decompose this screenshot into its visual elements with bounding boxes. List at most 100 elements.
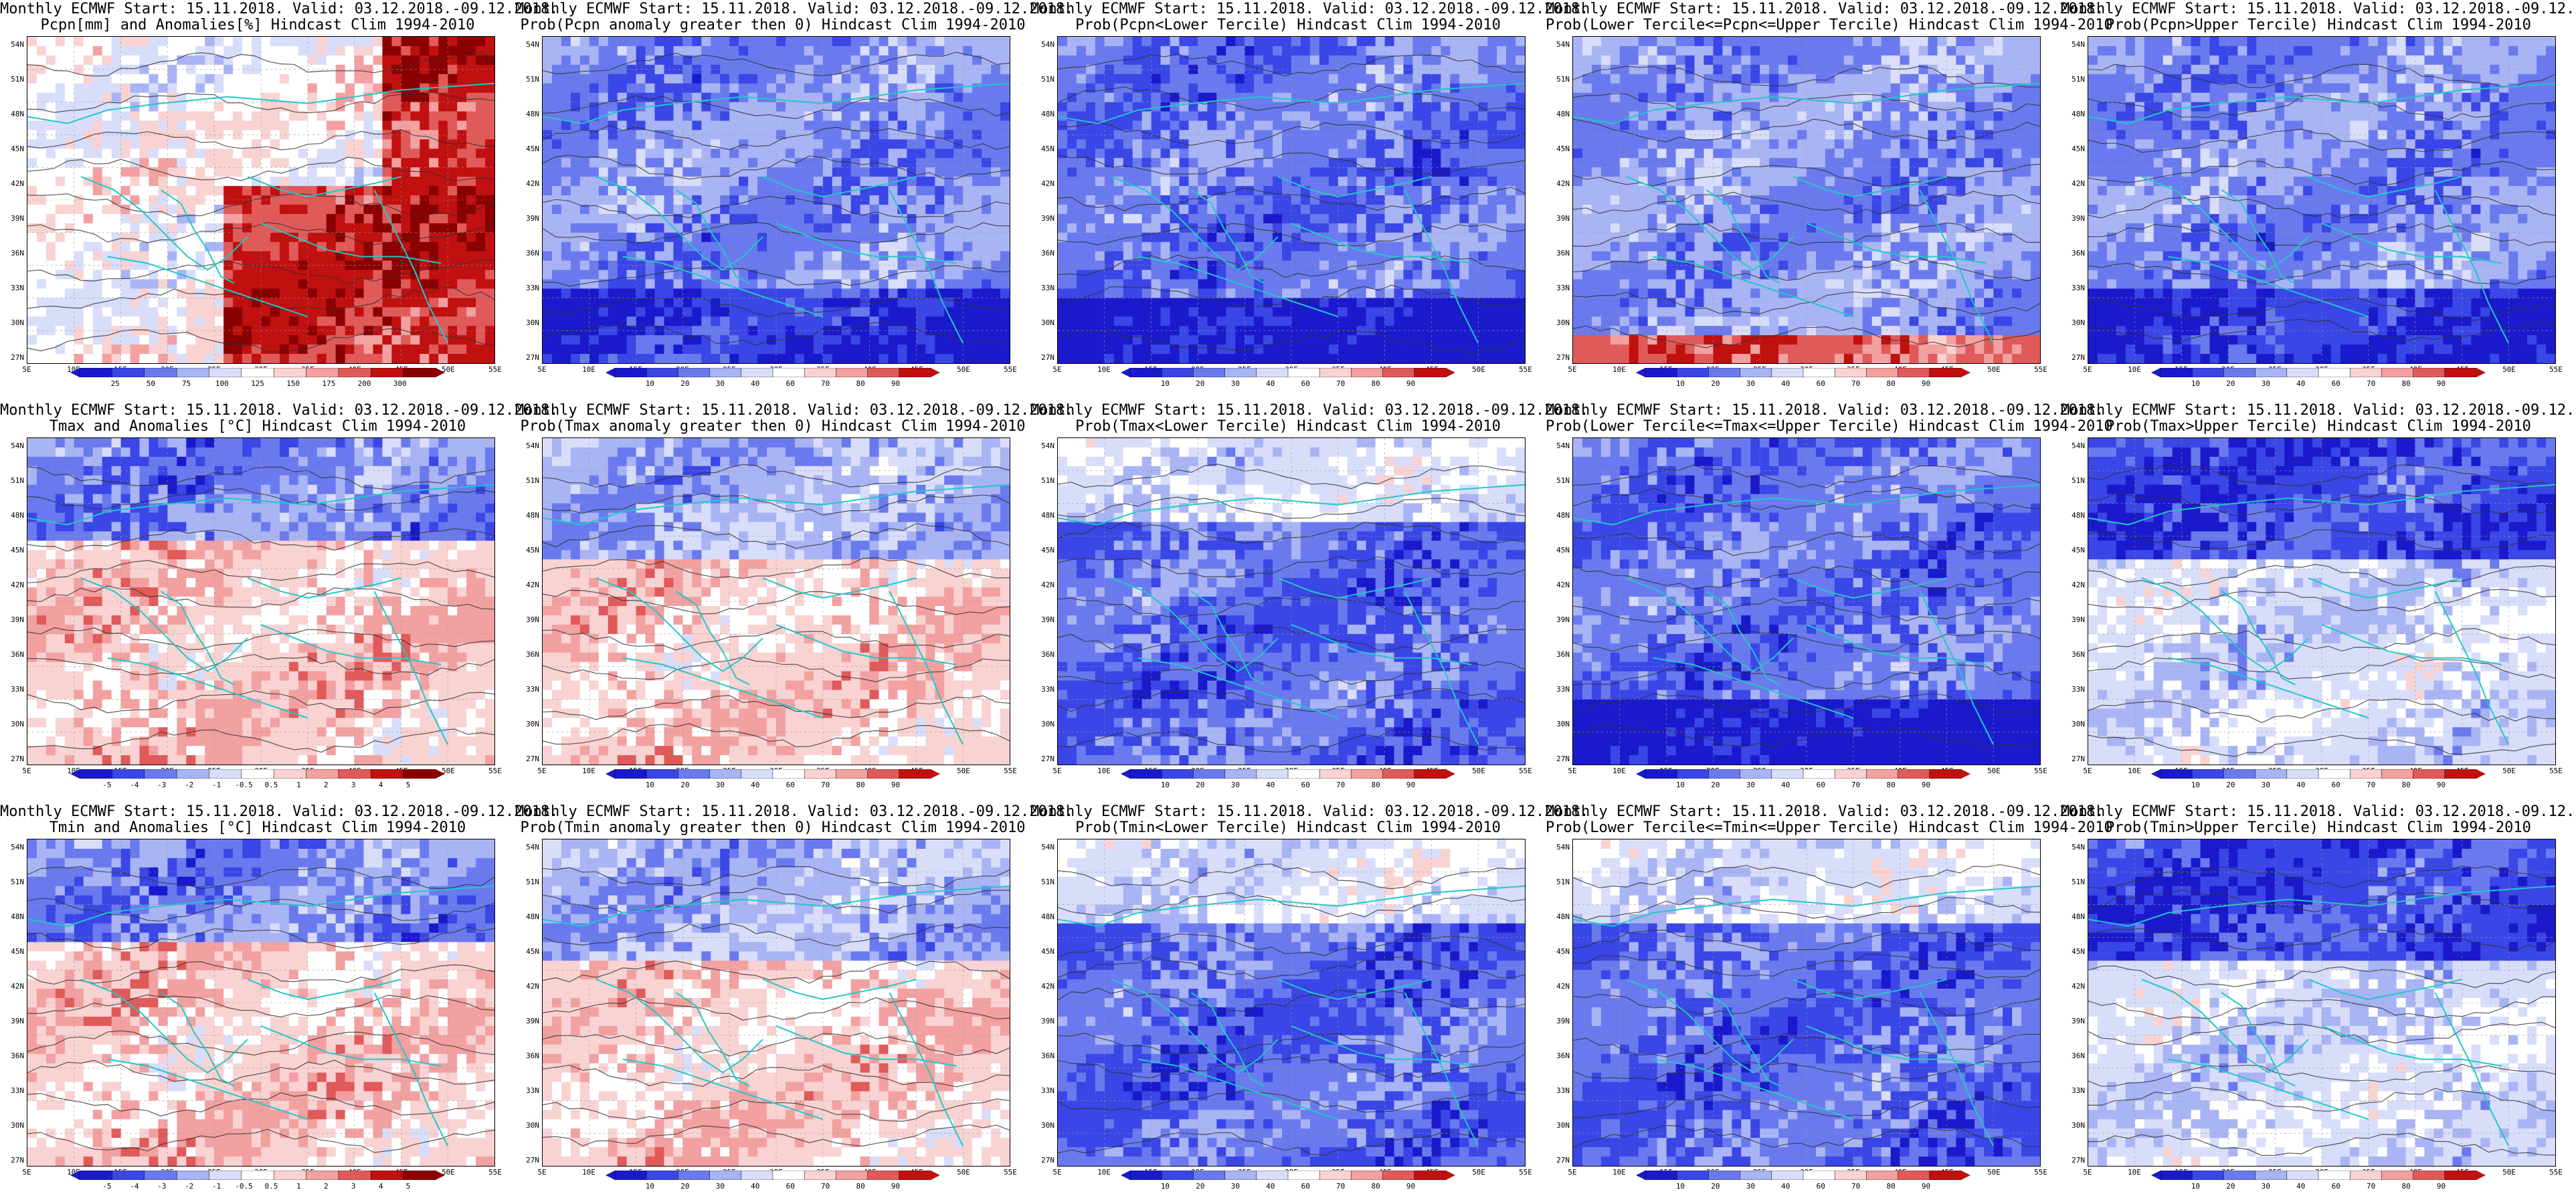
lat-tick-label: 54N xyxy=(2065,441,2085,450)
lon-tick-label: 10E xyxy=(1091,365,1117,374)
panel-title-line2: Prob(Tmax<Lower Tercile) Hindcast Clim 1… xyxy=(1030,419,1546,435)
map-field xyxy=(1058,37,1525,363)
colorbar-tick-label: 10 xyxy=(1152,1182,1178,1191)
colorbar-tick-label: 25 xyxy=(102,379,128,388)
lon-tick-label: 55E xyxy=(997,365,1024,374)
map-panel-pcpn-anom: Monthly ECMWF Start: 15.11.2018. Valid: … xyxy=(0,0,558,401)
colorbar-tick-label: 80 xyxy=(2393,781,2419,789)
colorbar-tick-label: 90 xyxy=(883,781,909,789)
lon-tick-label: 5E xyxy=(2074,365,2101,374)
lat-tick-label: 42N xyxy=(1550,581,1570,589)
lat-tick-label: 54N xyxy=(1550,40,1570,49)
lat-tick-label: 27N xyxy=(1550,1156,1570,1165)
colorbar-tick-label: 60 xyxy=(2322,781,2349,789)
map-field xyxy=(2088,438,2555,765)
map-image xyxy=(542,437,1010,765)
colorbar-tick-label: 200 xyxy=(351,379,378,388)
panel-title-line1: Monthly ECMWF Start: 15.11.2018. Valid: … xyxy=(515,804,1073,820)
lat-tick-label: 30N xyxy=(1550,1121,1570,1130)
map-panel-tmax-prob-lower: Monthly ECMWF Start: 15.11.2018. Valid: … xyxy=(1030,401,1588,803)
lat-tick-label: 30N xyxy=(4,318,24,327)
colorbar xyxy=(70,1171,445,1180)
lon-tick-label: 55E xyxy=(997,767,1024,775)
panel-title-line1: Monthly ECMWF Start: 15.11.2018. Valid: … xyxy=(1030,804,1588,820)
colorbar-tick-label: -3 xyxy=(149,781,175,789)
map-panel-tmax-prob-upper: Monthly ECMWF Start: 15.11.2018. Valid: … xyxy=(2061,401,2576,803)
map-image xyxy=(27,36,495,364)
lon-tick-label: 50E xyxy=(950,767,977,775)
panel-title-line1: Monthly ECMWF Start: 15.11.2018. Valid: … xyxy=(2061,403,2576,419)
lat-tick-label: 48N xyxy=(1034,110,1054,118)
lon-tick-label: 10E xyxy=(1091,1168,1117,1177)
lat-tick-label: 51N xyxy=(1550,476,1570,485)
lat-tick-label: 48N xyxy=(1550,110,1570,118)
colorbar-tick-label: 90 xyxy=(1913,379,1940,388)
map-image xyxy=(1572,437,2041,765)
colorbar-tick-label: 20 xyxy=(1187,781,1214,789)
colorbar-tick-label: -1 xyxy=(203,1182,230,1191)
colorbar-tick-label: 100 xyxy=(209,379,236,388)
colorbar-tick-label: 80 xyxy=(1362,379,1389,388)
lat-tick-label: 30N xyxy=(1034,318,1054,327)
lon-tick-label: 55E xyxy=(2543,365,2569,374)
colorbar-tick-label: 90 xyxy=(1398,379,1424,388)
colorbar-tick-label: 10 xyxy=(636,781,663,789)
lat-tick-label: 51N xyxy=(519,878,539,886)
lat-tick-label: 30N xyxy=(1550,720,1570,728)
colorbar-tick-label: 1 xyxy=(285,781,312,789)
colorbar-tick-label: 20 xyxy=(672,1182,699,1191)
colorbar-tick-label: 30 xyxy=(707,1182,733,1191)
map-image xyxy=(2088,839,2556,1167)
lat-tick-label: 33N xyxy=(1034,284,1054,292)
colorbar-tick-label: 40 xyxy=(742,379,769,388)
colorbar-tick-label: 40 xyxy=(1257,1182,1284,1191)
lat-tick-label: 33N xyxy=(1550,685,1570,694)
colorbar-tick-label: 20 xyxy=(672,379,699,388)
colorbar-tick-label: 60 xyxy=(1807,781,1834,789)
colorbar-tick-label: 10 xyxy=(2182,1182,2209,1191)
map-field xyxy=(1573,839,2040,1166)
lon-tick-label: 50E xyxy=(1981,365,2007,374)
lat-tick-label: 33N xyxy=(519,685,539,694)
lat-tick-label: 36N xyxy=(4,1051,24,1060)
lat-tick-label: 42N xyxy=(1550,179,1570,188)
colorbar-tick-label: 30 xyxy=(707,781,733,789)
colorbar-tick-label: 20 xyxy=(1702,1182,1729,1191)
lat-tick-label: 45N xyxy=(2065,546,2085,555)
colorbar-tick-label: 30 xyxy=(1737,379,1764,388)
map-panel-pcpn-prob-middle: Monthly ECMWF Start: 15.11.2018. Valid: … xyxy=(1546,0,2113,401)
lon-tick-label: 5E xyxy=(2074,767,2101,775)
colorbar-tick-label: 30 xyxy=(707,379,733,388)
colorbar xyxy=(2151,769,2486,779)
lat-tick-label: 33N xyxy=(4,1086,24,1095)
lat-tick-label: 45N xyxy=(519,546,539,555)
lat-tick-label: 54N xyxy=(519,441,539,450)
colorbar-tick-label: 30 xyxy=(1222,781,1249,789)
lon-tick-label: 5E xyxy=(2074,1168,2101,1177)
lat-tick-label: 42N xyxy=(1034,581,1054,589)
lon-tick-label: 55E xyxy=(1512,767,1539,775)
lat-tick-label: 30N xyxy=(1034,720,1054,728)
lat-tick-label: 48N xyxy=(519,110,539,118)
panel-title-line2: Prob(Pcpn anomaly greater then 0) Hindca… xyxy=(515,17,1030,33)
colorbar-tick-label: -2 xyxy=(176,781,203,789)
lat-tick-label: 27N xyxy=(1034,755,1054,763)
colorbar-tick-label: 80 xyxy=(2393,1182,2419,1191)
colorbar-tick-label: 70 xyxy=(2358,781,2385,789)
colorbar xyxy=(1121,1171,1455,1180)
colorbar-tick-label: 80 xyxy=(1877,379,1904,388)
colorbar-tick-label: 80 xyxy=(1877,781,1904,789)
lat-tick-label: 54N xyxy=(2065,843,2085,851)
colorbar-tick-label: 5 xyxy=(395,1182,422,1191)
colorbar-tick-label: 60 xyxy=(777,781,804,789)
lat-tick-label: 30N xyxy=(1034,1121,1054,1130)
colorbar-tick-label: 1 xyxy=(285,1182,312,1191)
colorbar-tick-label: -3 xyxy=(149,1182,175,1191)
lon-tick-label: 55E xyxy=(2027,365,2054,374)
lat-tick-label: 36N xyxy=(4,650,24,659)
map-field xyxy=(1058,839,1525,1166)
lat-tick-label: 42N xyxy=(2065,982,2085,991)
panel-title-line2: Pcpn[mm] and Anomalies[%] Hindcast Clim … xyxy=(0,17,515,33)
map-panel-tmin-prob-upper: Monthly ECMWF Start: 15.11.2018. Valid: … xyxy=(2061,803,2576,1204)
